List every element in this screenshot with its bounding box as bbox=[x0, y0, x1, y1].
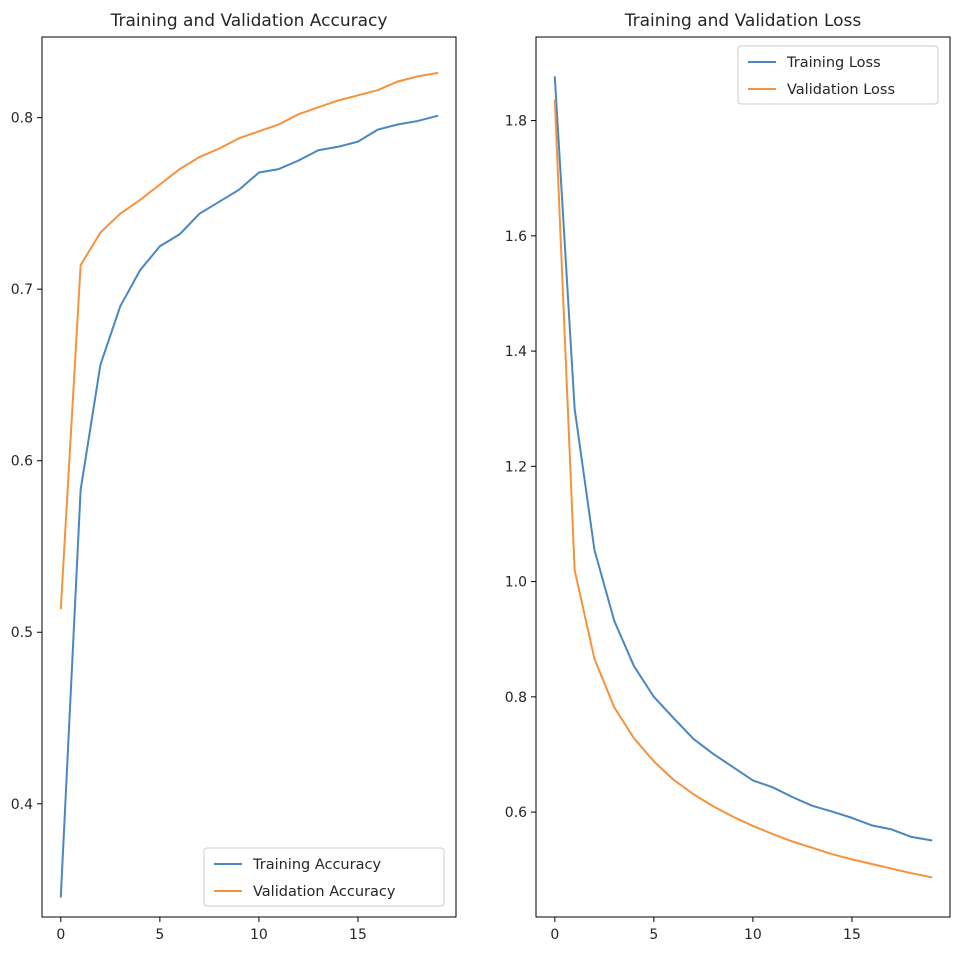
x-tick-label: 0 bbox=[550, 927, 559, 943]
legend: Training Loss Validation Loss bbox=[738, 46, 938, 104]
series-line-training-accuracy bbox=[61, 116, 437, 897]
series-line-validation-loss bbox=[555, 100, 931, 877]
y-tick-label: 1.8 bbox=[505, 114, 527, 130]
y-tick-label: 1.4 bbox=[505, 344, 527, 360]
y-tick-label: 0.4 bbox=[11, 797, 33, 813]
legend-label: Training Loss bbox=[786, 55, 881, 71]
y-tick-label: 0.6 bbox=[11, 454, 33, 470]
series-line-validation-accuracy bbox=[61, 73, 437, 608]
x-tick-label: 15 bbox=[843, 927, 861, 943]
legend-label: Validation Accuracy bbox=[253, 884, 396, 900]
legend-label: Training Accuracy bbox=[252, 857, 381, 873]
accuracy-chart: Training and Validation Accuracy 0 5 10 15 0.… bbox=[11, 11, 456, 943]
legend-label: Validation Loss bbox=[787, 82, 895, 98]
axes-frame bbox=[536, 37, 950, 917]
chart-title: Training and Validation Accuracy bbox=[110, 11, 388, 31]
x-tick-label: 15 bbox=[349, 927, 367, 943]
x-tick-label: 5 bbox=[155, 927, 164, 943]
y-tick-label: 0.6 bbox=[505, 805, 527, 821]
x-tick-label: 10 bbox=[250, 927, 268, 943]
x-tick-label: 5 bbox=[649, 927, 658, 943]
chart-title: Training and Validation Loss bbox=[624, 11, 862, 31]
y-tick-label: 0.5 bbox=[11, 625, 33, 641]
x-tick-label: 10 bbox=[744, 927, 762, 943]
y-tick-label: 1.2 bbox=[505, 459, 527, 475]
legend: Training Accuracy Validation Accuracy bbox=[204, 848, 444, 906]
y-tick-label: 1.6 bbox=[505, 229, 527, 245]
loss-chart: Training and Validation Loss 0 5 10 15 0.6 0.8… bbox=[505, 11, 950, 943]
series-line-training-loss bbox=[555, 77, 931, 840]
y-tick-label: 0.7 bbox=[11, 282, 33, 298]
y-tick-label: 0.8 bbox=[505, 690, 527, 706]
y-tick-label: 0.8 bbox=[11, 111, 33, 127]
axes-frame bbox=[42, 37, 456, 917]
y-tick-label: 1.0 bbox=[505, 575, 527, 591]
x-tick-label: 0 bbox=[56, 927, 65, 943]
